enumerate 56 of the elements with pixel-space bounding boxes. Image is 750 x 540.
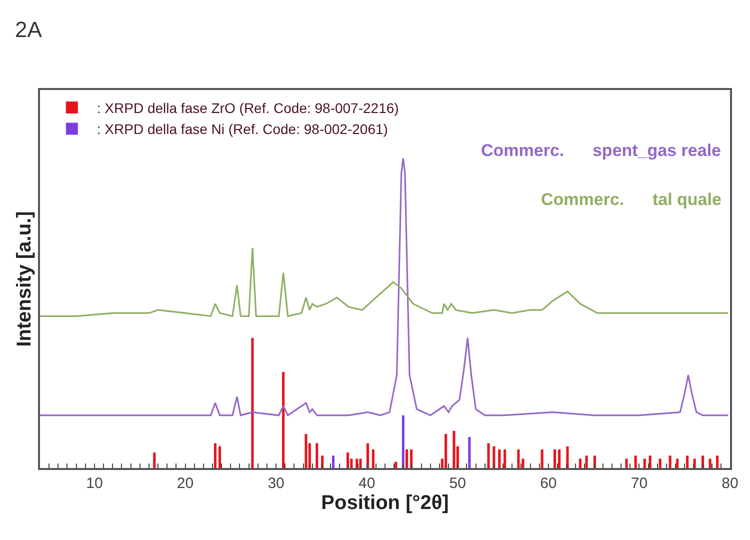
bar: [522, 458, 524, 468]
x-tick-label: 60: [540, 474, 557, 492]
bar: [540, 449, 544, 468]
bar: [504, 449, 506, 468]
bar: [366, 443, 370, 468]
bar: [648, 456, 652, 468]
text: Commerc. tal quale: [541, 190, 722, 209]
bar: [716, 456, 719, 468]
bar: [332, 456, 335, 468]
bar: [444, 434, 448, 468]
bar: [693, 458, 696, 468]
chart-title: 2A: [15, 17, 42, 42]
bar: [643, 458, 646, 468]
bar: [218, 446, 222, 468]
bar: [686, 456, 689, 468]
bar: [558, 449, 561, 468]
y-axis-title: Intensity [a.u.]: [13, 211, 36, 347]
bar: [498, 449, 501, 468]
bar: [487, 443, 490, 468]
bar: [452, 430, 456, 468]
x-tick-label: 20: [176, 474, 194, 492]
bar: [316, 443, 318, 468]
bar: [468, 437, 471, 468]
bar: [402, 415, 404, 468]
bar: [585, 456, 588, 468]
bar: [356, 458, 358, 468]
bar: [251, 338, 254, 468]
bar: [282, 372, 285, 468]
x-axis-title: Position [°2θ]: [321, 492, 449, 514]
bar: [214, 443, 216, 468]
bar: [578, 458, 582, 468]
x-tick-label: 80: [722, 474, 738, 492]
bar: [625, 458, 628, 468]
legend-label: : XRPD della fase Ni (Ref. Code: 98-002-2061): [96, 121, 388, 138]
text: Commerc. spent_gas reale: [481, 141, 721, 160]
x-tick-label: 50: [449, 474, 466, 492]
x-tick-label: 70: [630, 474, 648, 492]
bar: [153, 452, 156, 468]
x-tick-label: 40: [358, 474, 376, 492]
x-tick-label: 10: [86, 474, 103, 492]
bar: [394, 462, 398, 468]
bar: [372, 449, 374, 468]
bar: [492, 446, 496, 468]
bar: [406, 449, 408, 468]
bar: [359, 458, 362, 468]
bar: [304, 434, 308, 468]
bar: [517, 449, 520, 468]
bar: [658, 458, 662, 468]
bar: [668, 456, 672, 468]
bar: [708, 458, 712, 468]
bar: [634, 456, 637, 468]
bar: [566, 446, 569, 468]
bar: [554, 449, 556, 468]
legend-label: : XRPD della fase ZrO (Ref. Code: 98-007-2216): [96, 100, 399, 116]
x-tick-label: 30: [268, 474, 284, 492]
bar: [676, 458, 679, 468]
